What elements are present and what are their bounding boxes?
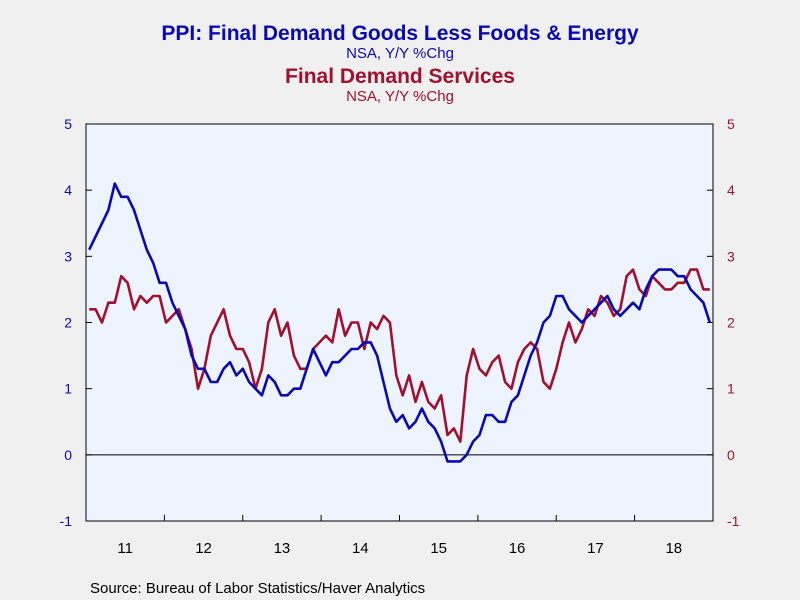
goods-title: PPI: Final Demand Goods Less Foods & Ene… bbox=[161, 22, 639, 45]
right-tick-label: 0 bbox=[727, 447, 735, 463]
right-tick-label: -1 bbox=[727, 513, 740, 529]
goods-series-line bbox=[88, 182, 712, 463]
x-tick-label: 11 bbox=[117, 540, 133, 557]
services-subtitle: NSA, Y/Y %Chg bbox=[346, 88, 454, 105]
left-tick-label: 0 bbox=[64, 447, 72, 463]
left-tick-label: 1 bbox=[64, 381, 72, 397]
series-layer bbox=[88, 182, 712, 463]
right-tick-label: 2 bbox=[727, 315, 735, 331]
right-tick-label: 1 bbox=[727, 381, 735, 397]
x-tick-label: 12 bbox=[195, 540, 212, 557]
x-tick-label: 14 bbox=[352, 540, 369, 557]
left-tick-label: 4 bbox=[64, 182, 72, 198]
right-tick-label: 5 bbox=[727, 116, 735, 132]
plot-area bbox=[85, 123, 714, 522]
left-tick-label: -1 bbox=[60, 513, 73, 529]
x-tick-label: 18 bbox=[665, 540, 682, 557]
left-tick-label: 2 bbox=[64, 315, 72, 331]
left-axis-ticks: -1 0 1 2 3 4 5 bbox=[60, 116, 92, 529]
x-tick-label: 16 bbox=[509, 540, 526, 557]
x-tick-label: 15 bbox=[430, 540, 447, 557]
right-axis-ticks: -1 0 1 2 3 4 5 bbox=[707, 116, 740, 529]
x-tick-label: 17 bbox=[587, 540, 604, 557]
x-tick-label: 13 bbox=[274, 540, 291, 557]
right-tick-label: 3 bbox=[727, 248, 735, 264]
left-tick-label: 5 bbox=[64, 116, 72, 132]
source-note: Source: Bureau of Labor Statistics/Haver… bbox=[90, 580, 425, 597]
x-axis-ticks: 11 12 13 14 15 16 17 18 bbox=[117, 515, 682, 557]
right-tick-label: 4 bbox=[727, 182, 735, 198]
services-title: Final Demand Services bbox=[285, 65, 515, 88]
goods-subtitle: NSA, Y/Y %Chg bbox=[346, 45, 454, 62]
left-tick-label: 3 bbox=[64, 248, 72, 264]
